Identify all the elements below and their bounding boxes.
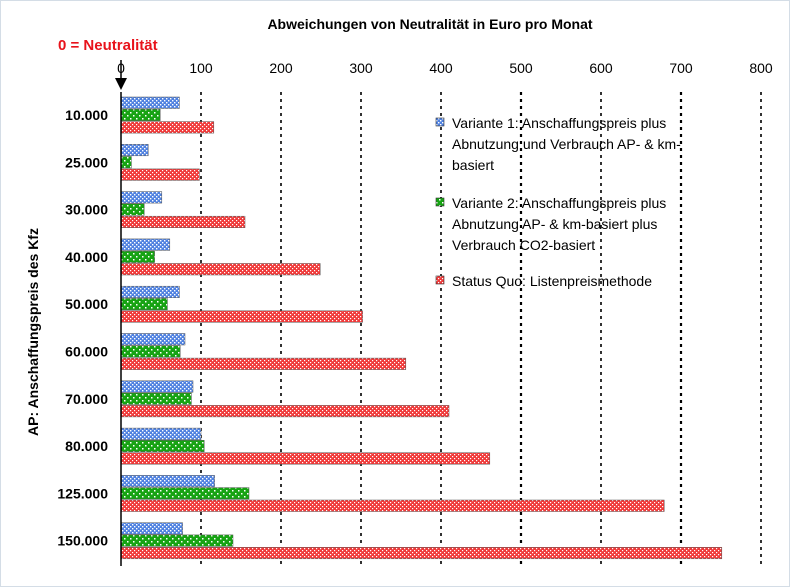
chart-title: Abweichungen von Neutralität in Euro pro… [267,16,592,32]
bar-series2-150.000 [120,534,234,547]
bar-series1-25.000 [120,144,149,157]
bar-series2-70.000 [120,392,192,405]
bar-series3-25.000 [120,168,200,181]
category-label: 10.000 [65,107,108,123]
bar-series2-10.000 [120,108,161,121]
category-label: 40.000 [65,249,108,265]
bar-series3-30.000 [120,215,246,228]
category-label: 125.000 [57,485,108,501]
category-label: 70.000 [65,391,108,407]
legend-text-3: Status Quo: Listenpreismethode [452,273,652,289]
bar-series2-60.000 [120,345,181,358]
bar-series1-60.000 [120,333,186,346]
legend-swatch-2 [435,197,445,207]
bar-series3-40.000 [120,263,321,276]
x-tick-label: 400 [429,60,453,76]
legend-swatch-1 [435,117,445,127]
bar-series3-80.000 [120,452,491,465]
bar-series3-125.000 [120,499,665,512]
legend-swatch-3 [435,275,445,285]
x-tick-label: 700 [669,60,693,76]
y-axis-label: AP: Anschaffungspreis des Kfz [25,228,41,436]
bar-series1-30.000 [120,191,163,204]
grid [200,92,762,566]
bar-series1-80.000 [120,427,202,440]
x-tick-label: 600 [589,60,613,76]
x-tick-label: 200 [269,60,293,76]
legend-text-1: basiert [452,157,494,173]
bar-series2-40.000 [120,250,155,263]
category-label: 30.000 [65,202,108,218]
bar-series1-125.000 [120,475,215,488]
category-label: 50.000 [65,296,108,312]
legend-text-1: Abnutzung und Verbrauch AP- & km- [452,136,681,152]
category-label: 25.000 [65,154,108,170]
bar-series1-70.000 [120,380,194,393]
bar-series1-150.000 [120,522,183,535]
bars [120,96,723,560]
bar-series3-70.000 [120,405,450,418]
bar-series2-125.000 [120,487,250,500]
x-tick-label: 500 [509,60,533,76]
x-tick-label: 100 [189,60,213,76]
bar-series2-30.000 [120,203,145,216]
x-tick-label: 800 [749,60,773,76]
legend-text-2: Abnutzung AP- & km-basiert plus [452,216,657,232]
x-tick-labels: 0100200300400500600700800 [117,60,773,76]
bar-series3-150.000 [120,547,723,560]
bar-series1-50.000 [120,285,180,298]
neutrality-annotation: 0 = Neutralität [58,37,158,54]
category-label: 150.000 [57,533,108,549]
bar-series3-50.000 [120,310,363,323]
category-label: 80.000 [65,438,108,454]
legend-text-2: Variante 2: Anschaffungspreis plus [452,195,666,211]
bar-series2-80.000 [120,440,205,453]
category-labels: 10.000 25.000 30.000 40.000 50.000 60.000 70.0… [57,107,108,549]
bar-series3-60.000 [120,357,407,370]
zero-arrow-icon [115,78,127,90]
bar-series2-25.000 [120,156,132,169]
bar-series3-10.000 [120,121,215,134]
legend: Variante 1: Anschaffungspreis plus Abnutz… [435,115,681,289]
bar-series1-40.000 [120,238,171,251]
category-label: 60.000 [65,344,108,360]
bar-series2-50.000 [120,298,168,311]
bar-series1-10.000 [120,96,180,109]
x-tick-label: 300 [349,60,373,76]
legend-text-2: Verbrauch CO2-basiert [452,237,595,253]
legend-text-1: Variante 1: Anschaffungspreis plus [452,115,666,131]
